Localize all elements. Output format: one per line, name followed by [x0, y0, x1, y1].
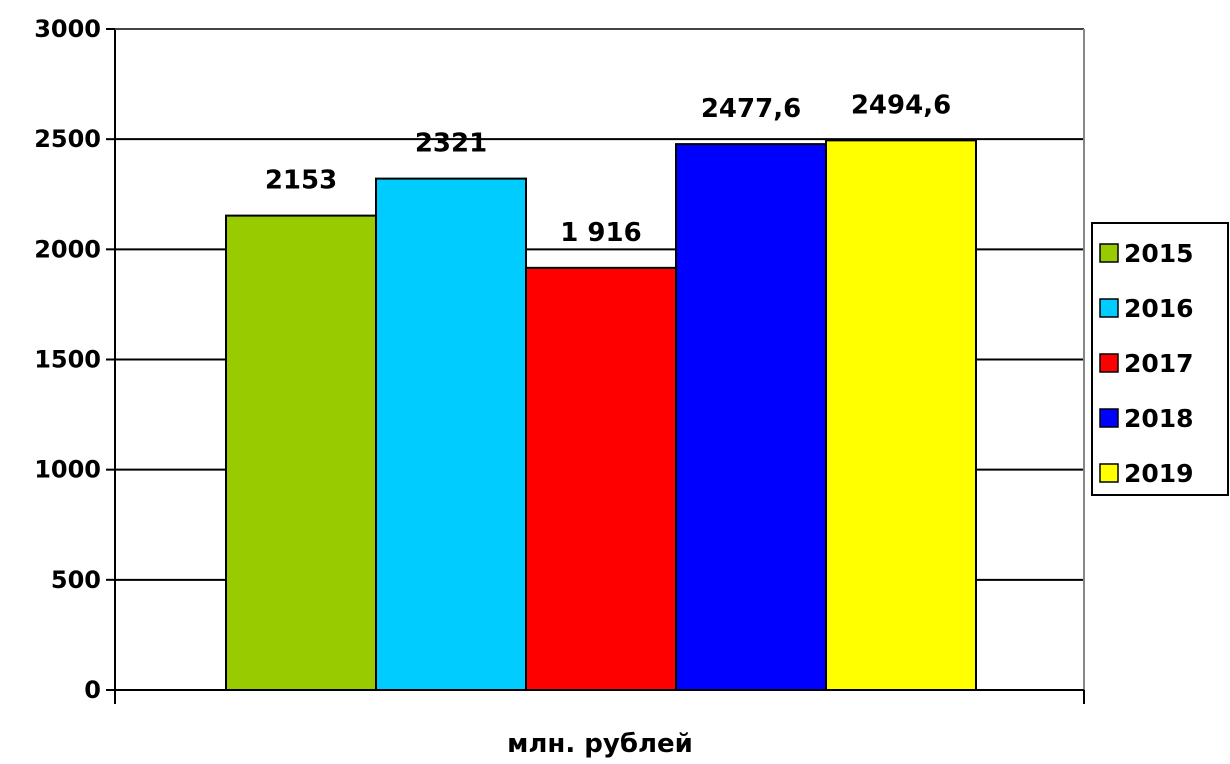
data-label-2015: 2153 [265, 166, 337, 196]
y-tick-label: 500 [51, 566, 101, 594]
legend: 2015 2016 2017 2018 2019 [1091, 222, 1229, 496]
x-axis-label: млн. рублей [507, 729, 693, 759]
y-tick-label: 2000 [34, 235, 101, 263]
data-labels: 2153 2321 1 916 2477,6 2494,6 [265, 90, 951, 247]
data-label-2019: 2494,6 [851, 90, 951, 120]
y-axis-ticks: 0 500 1000 1500 2000 2500 3000 [34, 15, 115, 704]
y-tick-label: 2500 [34, 125, 101, 153]
bar-2015 [225, 214, 377, 691]
legend-label-2015: 2015 [1124, 239, 1194, 268]
y-tick-label: 0 [84, 676, 101, 704]
legend-swatch-2017 [1099, 353, 1119, 373]
legend-label-2018: 2018 [1124, 404, 1194, 433]
bar-2016 [375, 177, 527, 692]
y-tick-label: 1500 [34, 346, 101, 374]
bar-2018 [675, 143, 827, 692]
legend-swatch-2019 [1099, 463, 1119, 483]
y-tick-label: 1000 [34, 456, 101, 484]
data-label-2018: 2477,6 [701, 94, 801, 124]
data-label-2017: 1 916 [560, 218, 641, 248]
bar-2019 [825, 139, 977, 692]
bar-2017 [525, 266, 677, 691]
y-tick-label: 3000 [34, 15, 101, 43]
legend-label-2017: 2017 [1124, 349, 1194, 378]
bars [225, 139, 977, 692]
legend-swatch-2016 [1099, 298, 1119, 318]
legend-swatch-2018 [1099, 408, 1119, 428]
legend-label-2019: 2019 [1124, 459, 1194, 488]
legend-swatch-2015 [1099, 243, 1119, 263]
legend-label-2016: 2016 [1124, 294, 1194, 323]
data-label-2016: 2321 [415, 129, 487, 159]
